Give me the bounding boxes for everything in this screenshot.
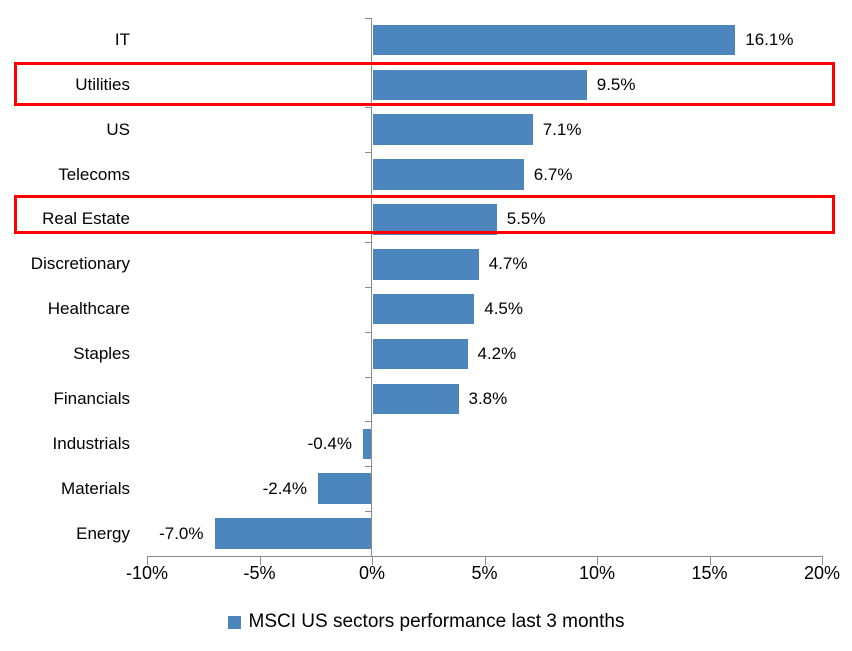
x-axis-tick-label: -5% xyxy=(243,563,276,583)
legend-label: MSCI US sectors performance last 3 month… xyxy=(248,611,625,632)
category-tick xyxy=(365,376,371,378)
bar xyxy=(373,114,533,145)
bar xyxy=(373,293,475,325)
category-label: Industrials xyxy=(52,433,130,453)
category-tick xyxy=(365,286,371,288)
x-axis-tick xyxy=(147,556,148,565)
bar xyxy=(214,518,372,549)
category-label: Utilities xyxy=(75,74,130,94)
x-axis-tick-label: 20% xyxy=(803,563,841,583)
value-label: 7.1% xyxy=(542,119,582,139)
value-label: 4.7% xyxy=(488,254,528,274)
category-tick xyxy=(365,466,371,468)
category-tick xyxy=(365,511,371,513)
category-label: Energy xyxy=(76,523,130,543)
category-label: Materials xyxy=(61,478,130,498)
category-label: Telecoms xyxy=(58,164,130,184)
x-axis-tick-label: 5% xyxy=(471,563,498,583)
x-axis-tick xyxy=(372,556,373,565)
category-label: Discretionary xyxy=(30,254,130,274)
category-label: US xyxy=(106,119,130,139)
legend: MSCI US sectors performance last 3 month… xyxy=(0,611,852,633)
bar xyxy=(373,159,524,190)
category-tick xyxy=(365,152,371,154)
category-tick xyxy=(365,107,371,109)
category-label: Healthcare xyxy=(47,299,130,319)
x-axis-tick xyxy=(259,556,261,565)
bar xyxy=(363,428,372,460)
highlight-box xyxy=(14,195,835,234)
legend-swatch-icon xyxy=(227,615,241,629)
bar xyxy=(373,383,459,415)
x-axis-tick xyxy=(597,556,598,565)
value-label: 6.7% xyxy=(533,164,573,184)
category-label: Staples xyxy=(73,344,130,364)
value-label: -2.4% xyxy=(262,478,307,498)
value-label: 4.5% xyxy=(484,299,523,319)
y-axis-line xyxy=(371,17,372,556)
category-label: IT xyxy=(114,29,130,49)
category-label: Financials xyxy=(53,388,130,408)
highlight-box xyxy=(14,62,835,106)
category-tick xyxy=(365,241,371,243)
value-label: 9.5% xyxy=(596,74,636,94)
value-label: 4.2% xyxy=(477,344,517,364)
bar xyxy=(373,338,468,370)
bar xyxy=(373,204,497,235)
category-label: Real Estate xyxy=(42,209,130,229)
x-axis-tick-label: 0% xyxy=(358,563,385,583)
category-tick xyxy=(365,331,371,333)
bar xyxy=(373,69,587,101)
x-axis-tick-label: -10% xyxy=(125,563,169,583)
x-axis-tick-label: 10% xyxy=(578,563,616,583)
value-label: 16.1% xyxy=(745,29,794,49)
bar xyxy=(318,473,372,504)
x-axis-tick xyxy=(484,556,486,565)
bar xyxy=(373,24,736,56)
x-axis-tick-label: 15% xyxy=(691,563,728,583)
value-label: -0.4% xyxy=(307,433,352,453)
x-axis-tick xyxy=(709,556,711,565)
category-tick xyxy=(365,421,371,423)
value-label: -7.0% xyxy=(159,523,204,543)
x-axis-tick xyxy=(822,556,823,565)
bar xyxy=(373,249,479,280)
value-label: 5.5% xyxy=(506,209,546,229)
value-label: 3.8% xyxy=(468,388,508,408)
category-tick xyxy=(365,17,371,19)
